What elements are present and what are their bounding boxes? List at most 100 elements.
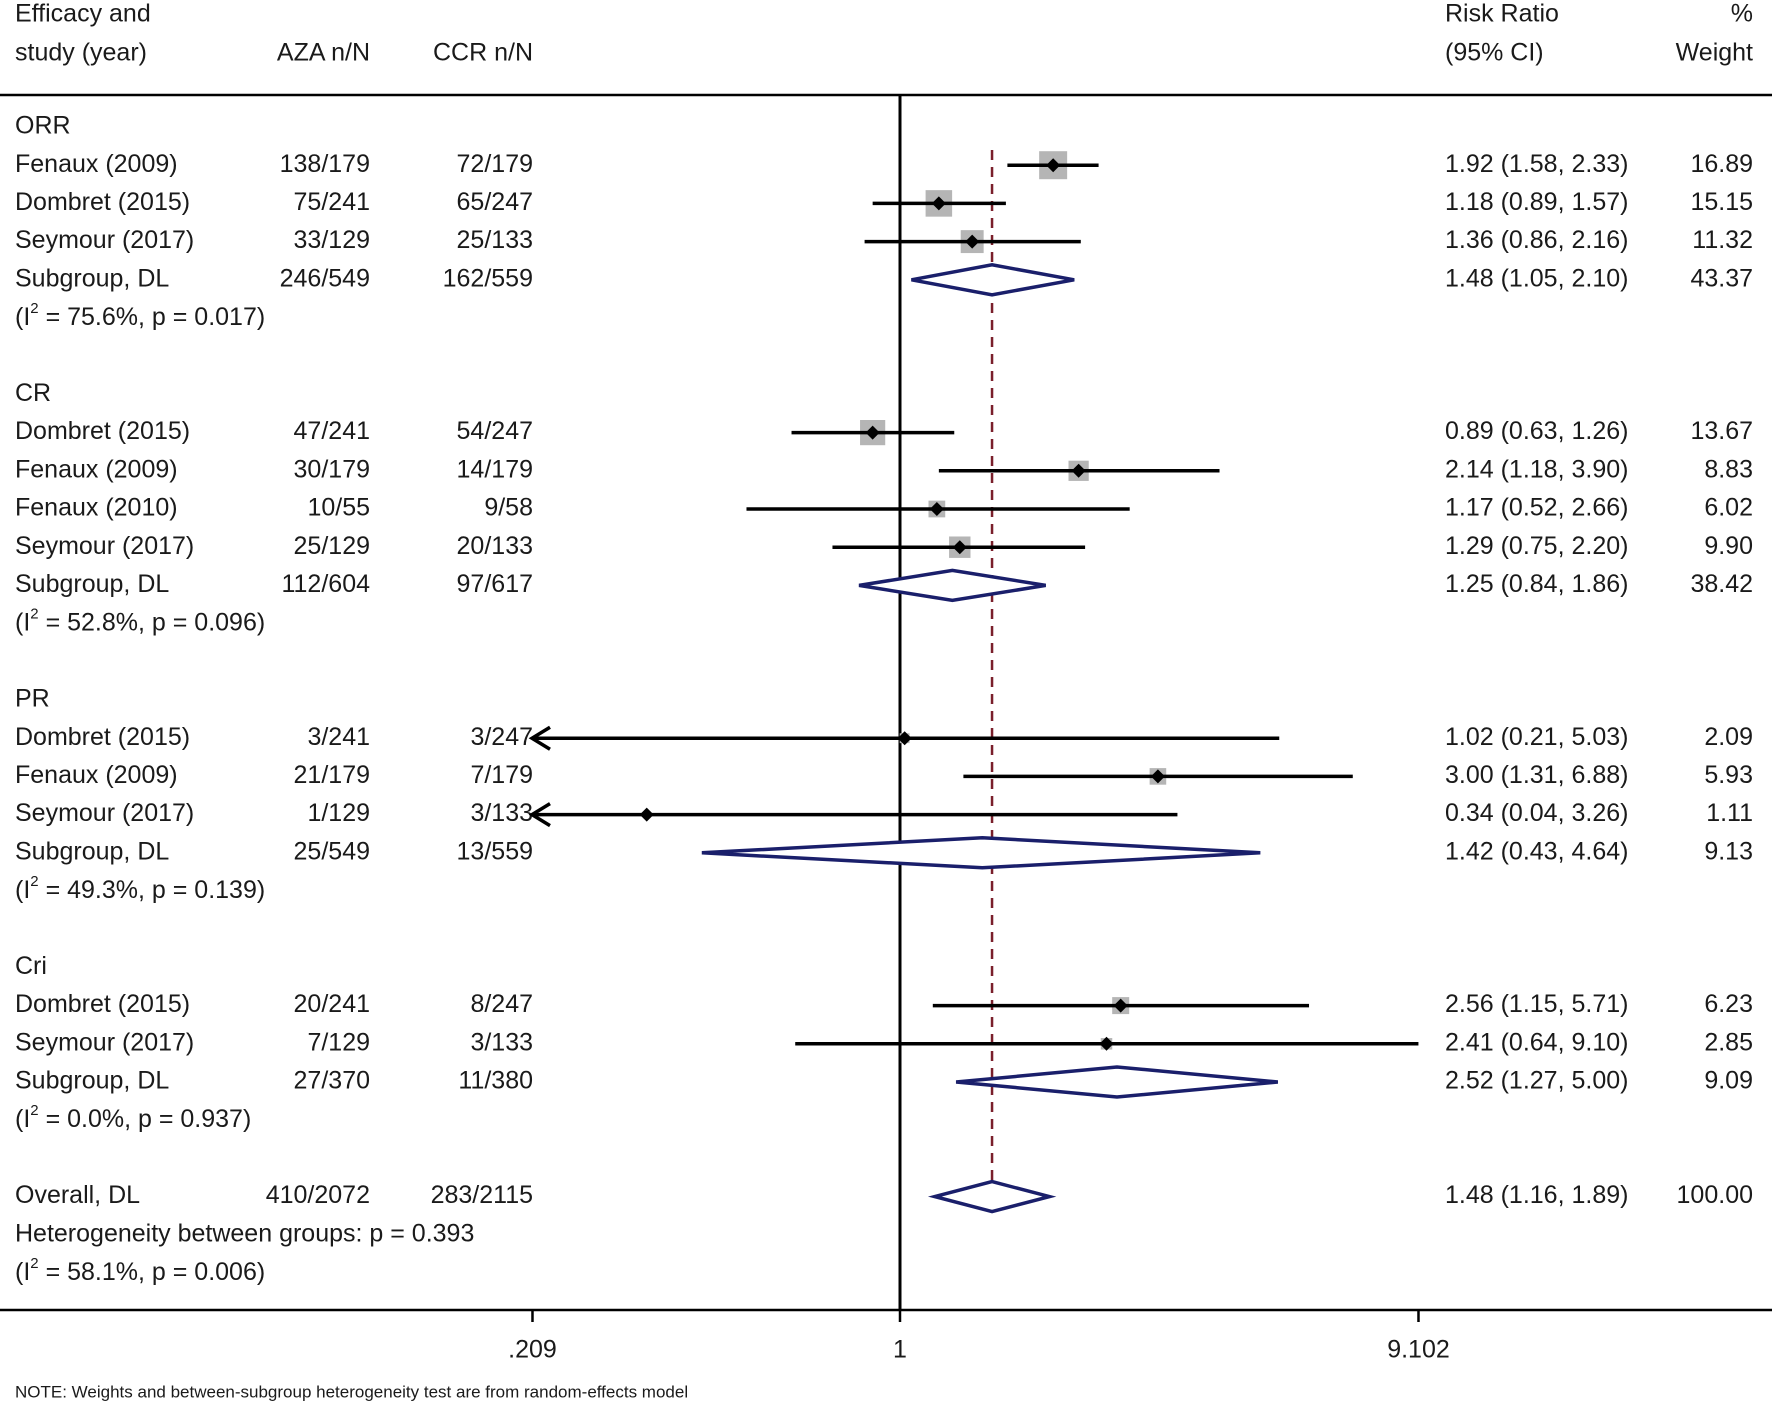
group-orr-subgroup-ci: 1.48 (1.05, 2.10)	[1445, 264, 1628, 292]
group-pr-study-2-aza: 21/179	[294, 761, 370, 789]
group-pr-study-1-weight: 2.09	[1704, 723, 1753, 751]
group-cr-study-4-ci: 1.29 (0.75, 2.20)	[1445, 532, 1628, 560]
group-orr-subgroup-aza: 246/549	[280, 264, 370, 292]
footnote: NOTE: Weights and between-subgroup heter…	[15, 1382, 688, 1401]
group-cr-study-3-label: Fenaux (2010)	[15, 494, 178, 522]
group-cr-study-2-label: Fenaux (2009)	[15, 455, 178, 483]
group-pr-study-2-ccr: 7/179	[470, 761, 533, 789]
group-orr-subgroup-ccr: 162/559	[443, 264, 533, 292]
group-cr-study-1-ccr: 54/247	[457, 417, 533, 445]
group-orr-heterogeneity: (I2 = 75.6%, p = 0.017)	[15, 300, 265, 331]
group-cr-study-3-weight: 6.02	[1704, 494, 1753, 522]
group-cr-study-2-point	[1071, 463, 1086, 478]
group-cri-study-1-ccr: 8/247	[470, 990, 533, 1018]
header-ccr: CCR n/N	[433, 39, 533, 67]
group-orr-study-2-label: Dombret (2015)	[15, 188, 190, 216]
group-cr-study-1-ci: 0.89 (0.63, 1.26)	[1445, 417, 1628, 445]
x-tick-label-2: 1	[893, 1336, 907, 1364]
group-pr-study-1-point	[897, 731, 912, 746]
group-cri-study-2-label: Seymour (2017)	[15, 1028, 194, 1056]
group-orr-study-2-aza: 75/241	[294, 188, 370, 216]
group-cri-study-1-label: Dombret (2015)	[15, 990, 190, 1018]
group-cri-study-1-point	[1113, 998, 1128, 1013]
group-cri-subgroup-ccr: 11/380	[458, 1067, 533, 1095]
group-cri-study-1-weight: 6.23	[1704, 990, 1753, 1018]
group-orr-study-2-point	[931, 196, 946, 211]
group-cri-study-2-ci: 2.41 (0.64, 9.10)	[1445, 1028, 1628, 1056]
group-cr-subgroup-label: Subgroup, DL	[15, 570, 169, 598]
group-cr-study-4-point	[952, 540, 967, 555]
group-orr-study-1-aza: 138/179	[280, 150, 370, 178]
group-cri-study-1-ci: 2.56 (1.15, 5.71)	[1445, 990, 1628, 1018]
group-cri-study-2-ccr: 3/133	[470, 1028, 533, 1056]
group-cr-study-1-aza: 47/241	[294, 417, 370, 445]
group-cri-study-1-aza: 20/241	[294, 990, 370, 1018]
group-orr-subgroup-label: Subgroup, DL	[15, 264, 169, 292]
group-pr-subgroup-ccr: 13/559	[457, 837, 533, 865]
group-cr-subgroup-aza: 112/604	[281, 570, 370, 598]
group-pr-subgroup-diamond	[701, 836, 1261, 870]
group-orr-study-1-ccr: 72/179	[457, 150, 533, 178]
overall-label: Overall, DL	[15, 1181, 140, 1209]
header-rr-line1: Risk Ratio	[1445, 0, 1559, 28]
group-cri-title: Cri	[15, 952, 47, 980]
group-cr-study-4-ccr: 20/133	[457, 532, 533, 560]
group-pr-study-3-weight: 1.11	[1706, 799, 1753, 827]
group-cr-study-1-weight: 13.67	[1690, 417, 1753, 445]
group-cr-study-3-ccr: 9/58	[484, 494, 533, 522]
header-aza: AZA n/N	[277, 39, 370, 67]
group-pr-study-1-label: Dombret (2015)	[15, 723, 190, 751]
group-pr-study-2-label: Fenaux (2009)	[15, 761, 178, 789]
overall-diamond	[927, 1179, 1057, 1214]
group-pr-study-2-ci: 3.00 (1.31, 6.88)	[1445, 761, 1628, 789]
group-orr-study-3-aza: 33/129	[294, 226, 370, 254]
group-cr-study-4-label: Seymour (2017)	[15, 532, 194, 560]
overall-weight: 100.00	[1677, 1181, 1753, 1209]
group-cr-study-3-point	[929, 502, 944, 516]
header-study-line2: study (year)	[15, 39, 147, 67]
header-weight-line2: Weight	[1676, 39, 1753, 67]
group-cr-study-1-label: Dombret (2015)	[15, 417, 190, 445]
group-cr-subgroup-ci: 1.25 (0.84, 1.86)	[1445, 570, 1628, 598]
group-cri-study-2-point	[1099, 1036, 1114, 1051]
group-pr-study-1-ccr: 3/247	[470, 723, 533, 751]
header-rr-line2: (95% CI)	[1445, 39, 1544, 67]
group-cr-study-2-aza: 30/179	[294, 455, 370, 483]
group-pr-study-3-point	[639, 807, 654, 822]
header-weight-line1: %	[1731, 0, 1753, 28]
group-cri-heterogeneity: (I2 = 0.0%, p = 0.937)	[15, 1102, 251, 1133]
group-orr-study-1-weight: 16.89	[1690, 150, 1753, 178]
group-pr-study-1-ci: 1.02 (0.21, 5.03)	[1445, 723, 1628, 751]
group-orr-study-2-weight: 15.15	[1690, 188, 1753, 216]
overall-between-groups: Heterogeneity between groups: p = 0.393	[15, 1219, 474, 1247]
group-pr-study-2-weight: 5.93	[1704, 761, 1753, 789]
group-orr-study-3-weight: 11.32	[1692, 226, 1753, 254]
group-pr-study-3-label: Seymour (2017)	[15, 799, 194, 827]
group-pr-study-2-point	[1150, 769, 1165, 784]
group-orr-study-3-ci: 1.36 (0.86, 2.16)	[1445, 226, 1628, 254]
group-cr-study-4-aza: 25/129	[294, 532, 370, 560]
group-pr-study-1-aza: 3/241	[307, 723, 370, 751]
group-cri-subgroup-weight: 9.09	[1704, 1067, 1753, 1095]
group-pr-subgroup-label: Subgroup, DL	[15, 837, 169, 865]
overall-ci: 1.48 (1.16, 1.89)	[1445, 1181, 1628, 1209]
group-pr-subgroup-weight: 9.13	[1704, 837, 1753, 865]
group-orr-study-2-ci: 1.18 (0.89, 1.57)	[1445, 188, 1628, 216]
group-cr-subgroup-weight: 38.42	[1690, 570, 1753, 598]
group-cr-title: CR	[15, 379, 51, 407]
group-orr-subgroup-diamond	[911, 263, 1075, 297]
group-cri-subgroup-ci: 2.52 (1.27, 5.00)	[1445, 1067, 1628, 1095]
group-orr-study-1-label: Fenaux (2009)	[15, 150, 178, 178]
group-pr-study-3-ccr: 3/133	[470, 799, 533, 827]
group-orr-study-1-ci: 1.92 (1.58, 2.33)	[1445, 150, 1628, 178]
group-cr-study-3-ci: 1.17 (0.52, 2.66)	[1445, 494, 1628, 522]
group-cri-study-2-aza: 7/129	[307, 1028, 370, 1056]
group-pr-study-3-aza: 1/129	[307, 799, 370, 827]
overall-heterogeneity: (I2 = 58.1%, p = 0.006)	[15, 1255, 265, 1286]
header-study-line1: Efficacy and	[15, 0, 151, 28]
group-orr-title: ORR	[15, 112, 71, 140]
group-cr-subgroup-ccr: 97/617	[457, 570, 533, 598]
group-cri-subgroup-diamond	[955, 1065, 1279, 1099]
group-cr-study-2-weight: 8.83	[1704, 455, 1753, 483]
